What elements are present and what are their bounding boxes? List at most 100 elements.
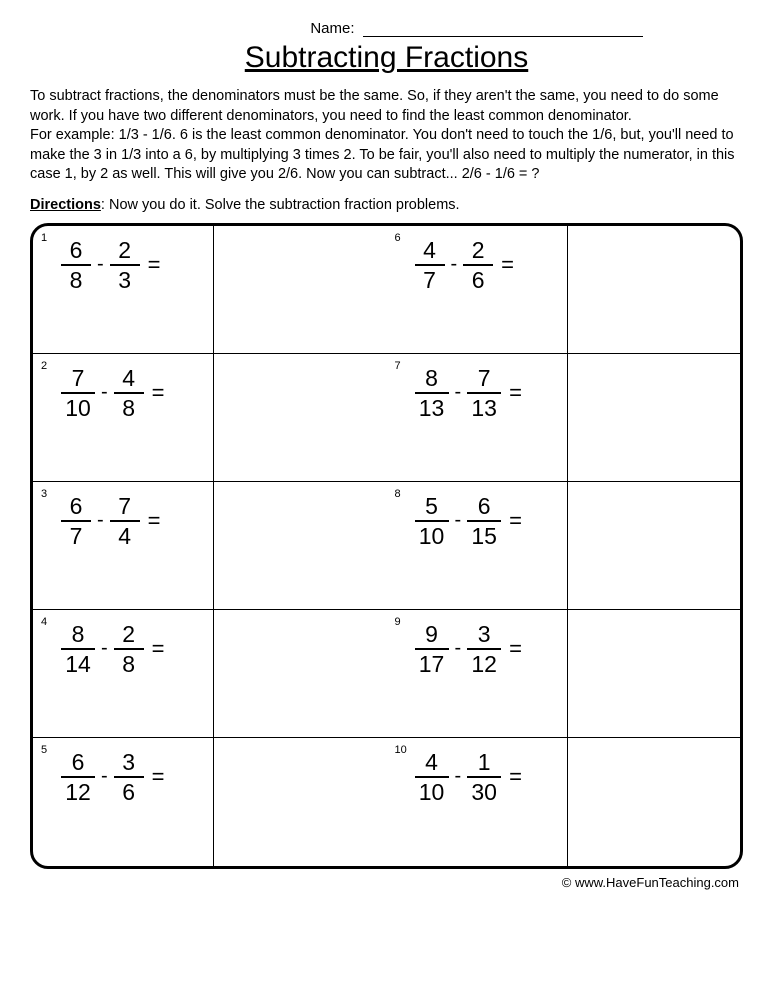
fraction-numerator: 3 [122,750,135,776]
fraction-b: 130 [467,750,501,804]
fraction-numerator: 4 [425,750,438,776]
fraction-denominator: 8 [122,394,135,420]
fraction-b: 74 [110,494,140,548]
problem-number: 5 [33,738,57,756]
equals-sign: = [144,380,165,406]
minus-operator: - [449,509,468,532]
problem-expression: 410-130= [411,738,523,804]
problem-number: 3 [33,482,57,500]
minus-operator: - [95,765,114,788]
fraction-numerator: 8 [425,366,438,392]
fraction-denominator: 14 [65,650,91,676]
directions-line: Directions: Now you do it. Solve the sub… [30,197,743,213]
fraction-numerator: 2 [472,238,485,264]
minus-operator: - [95,381,114,404]
fraction-denominator: 8 [70,266,83,292]
problem-expression: 710-48= [57,354,165,420]
fraction-denominator: 12 [65,778,91,804]
equals-sign: = [144,764,165,790]
fraction-a: 410 [415,750,449,804]
fraction-numerator: 6 [70,238,83,264]
fraction-a: 47 [415,238,445,292]
fraction-denominator: 10 [419,522,445,548]
directions-label: Directions [30,197,101,213]
instructions-block: To subtract fractions, the denominators … [30,87,743,185]
problem-number: 8 [387,482,411,500]
minus-operator: - [449,637,468,660]
equals-sign: = [501,764,522,790]
footer-copyright: © www.HaveFunTeaching.com [30,875,743,890]
fraction-a: 813 [415,366,449,420]
equals-sign: = [501,636,522,662]
equals-sign: = [140,508,161,534]
problem-cell: 2710-48= [33,354,387,482]
problem-number: 6 [387,226,411,244]
fraction-denominator: 13 [419,394,445,420]
fraction-denominator: 8 [122,650,135,676]
problems-container: 168-23=647-26=2710-48=7813-713=367-74=85… [30,223,743,869]
fraction-denominator: 7 [70,522,83,548]
cell-inner-divider [567,226,568,353]
cell-inner-divider [567,482,568,609]
fraction-denominator: 3 [118,266,131,292]
problem-expression: 917-312= [411,610,523,676]
problem-expression: 47-26 = [411,226,515,292]
minus-operator: - [91,509,110,532]
fraction-a: 612 [61,750,95,804]
fraction-b: 48 [114,366,144,420]
fraction-denominator: 10 [65,394,91,420]
fraction-denominator: 4 [118,522,131,548]
minus-operator: - [449,381,468,404]
fraction-numerator: 7 [72,366,85,392]
fraction-denominator: 6 [472,266,485,292]
name-label: Name: [310,20,354,37]
problem-number: 2 [33,354,57,372]
fraction-b: 713 [467,366,501,420]
fraction-numerator: 7 [118,494,131,520]
fraction-numerator: 9 [425,622,438,648]
problem-cell: 168-23= [33,226,387,354]
fraction-numerator: 6 [72,750,85,776]
cell-inner-divider [567,354,568,481]
cell-inner-divider [213,482,214,609]
fraction-numerator: 4 [122,366,135,392]
fraction-denominator: 7 [423,266,436,292]
fraction-numerator: 3 [478,622,491,648]
fraction-a: 510 [415,494,449,548]
minus-operator: - [91,253,110,276]
fraction-denominator: 15 [471,522,497,548]
problem-cell: 8510-615= [387,482,741,610]
equals-sign: = [493,252,514,278]
fraction-denominator: 12 [471,650,497,676]
problem-expression: 67-74= [57,482,161,548]
cell-inner-divider [213,610,214,737]
fraction-denominator: 6 [122,778,135,804]
cell-inner-divider [213,738,214,866]
name-input-line[interactable] [363,36,643,37]
minus-operator: - [445,253,464,276]
problem-number: 1 [33,226,57,244]
fraction-numerator: 2 [122,622,135,648]
fraction-numerator: 6 [70,494,83,520]
equals-sign: = [144,636,165,662]
fraction-a: 68 [61,238,91,292]
fraction-denominator: 13 [471,394,497,420]
minus-operator: - [95,637,114,660]
fraction-b: 28 [114,622,144,676]
fraction-b: 615 [467,494,501,548]
fraction-b: 23 [110,238,140,292]
problem-cell: 9917-312= [387,610,741,738]
problem-cell: 367-74= [33,482,387,610]
fraction-numerator: 4 [423,238,436,264]
fraction-denominator: 10 [419,778,445,804]
problem-cell: 647-26= [387,226,741,354]
fraction-a: 917 [415,622,449,676]
problem-number: 9 [387,610,411,628]
problem-number: 4 [33,610,57,628]
fraction-numerator: 6 [478,494,491,520]
problem-cell: 10410-130= [387,738,741,866]
fraction-numerator: 1 [478,750,491,776]
equals-sign: = [140,252,161,278]
fraction-denominator: 17 [419,650,445,676]
minus-operator: - [449,765,468,788]
